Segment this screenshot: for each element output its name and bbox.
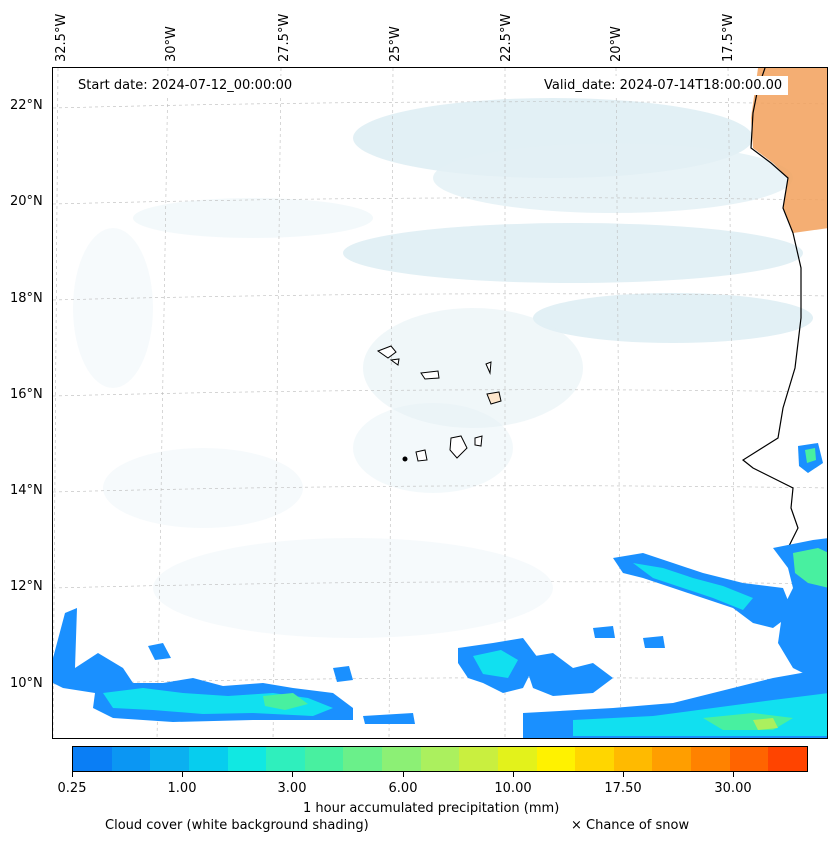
colorbar-tick-label-5: 17.50 [604,781,642,796]
colorbar-cell-4 [227,747,267,771]
colorbar-cell-17 [729,747,769,771]
colorbar-tick-3 [403,772,404,777]
colorbar-tick-0 [72,772,73,777]
colorbar-cell-16 [691,747,730,771]
lon-label-27-5w: 27.5°W [277,13,292,62]
colorbar-cell-1 [111,747,151,771]
colorbar-cell-3 [188,747,228,771]
lat-label-10n: 10°N [10,676,43,691]
colorbar-tick-4 [513,772,514,777]
colorbar-tick-label-3: 6.00 [388,781,418,796]
colorbar-cell-11 [497,747,537,771]
colorbar-tick-label-4: 10.00 [494,781,532,796]
colorbar-tick-label-6: 30.00 [714,781,752,796]
colorbar-cell-7 [343,747,382,771]
graticule [53,68,827,738]
lon-label-25w: 25°W [388,26,403,62]
lat-label-18n: 18°N [10,291,43,306]
colorbar-tick-label-2: 3.00 [277,781,307,796]
colorbar-tick-2 [292,772,293,777]
cloud-cover-shading [73,98,813,638]
lat-label-22n: 22°N [10,98,43,113]
colorbar-cell-5 [266,747,305,771]
colorbar-cell-10 [459,747,498,771]
colorbar-cell-15 [652,747,691,771]
cloud-cover-caption: Cloud cover (white background shading) [105,818,369,833]
lon-label-17-5w: 17.5°W [721,13,736,62]
lon-label-20w: 20°W [609,26,624,62]
colorbar-tick-6 [733,772,734,777]
colorbar-cell-13 [575,747,614,771]
lat-label-16n: 16°N [10,387,43,402]
start-date-label: Start date: 2024-07-12_00:00:00 [72,76,299,95]
africa-coastline [741,68,827,587]
colorbar-tick-5 [623,772,624,777]
colorbar-cell-0 [73,747,112,771]
colorbar-cell-12 [536,747,576,771]
valid-date-label: Valid_date: 2024-07-14T18:00:00.00 [538,76,789,95]
colorbar-cell-18 [768,747,807,771]
africa-land-shading [751,68,827,233]
colorbar-tick-label-0: 0.25 [57,781,87,796]
colorbar-cell-6 [304,747,344,771]
colorbar-tick-label-1: 1.00 [167,781,197,796]
colorbar-cell-14 [613,747,653,771]
lon-label-30w: 30°W [164,26,179,62]
lon-label-22-5w: 22.5°W [499,13,514,62]
cape-verde-islands [376,345,502,462]
colorbar-cell-9 [420,747,460,771]
weather-map [52,67,828,739]
snow-caption: × Chance of snow [571,818,690,833]
lat-label-20n: 20°N [10,194,43,209]
colorbar-cell-8 [382,747,421,771]
precipitation-colorbar [72,746,808,772]
map-canvas [53,68,827,738]
colorbar-tick-1 [182,772,183,777]
lat-label-12n: 12°N [10,579,43,594]
lon-label-32-5w: 32.5°W [54,13,69,62]
precipitation-field [53,443,827,738]
colorbar-title: 1 hour accumulated precipitation (mm) [303,801,560,816]
colorbar-cell-2 [150,747,189,771]
lat-label-14n: 14°N [10,483,43,498]
